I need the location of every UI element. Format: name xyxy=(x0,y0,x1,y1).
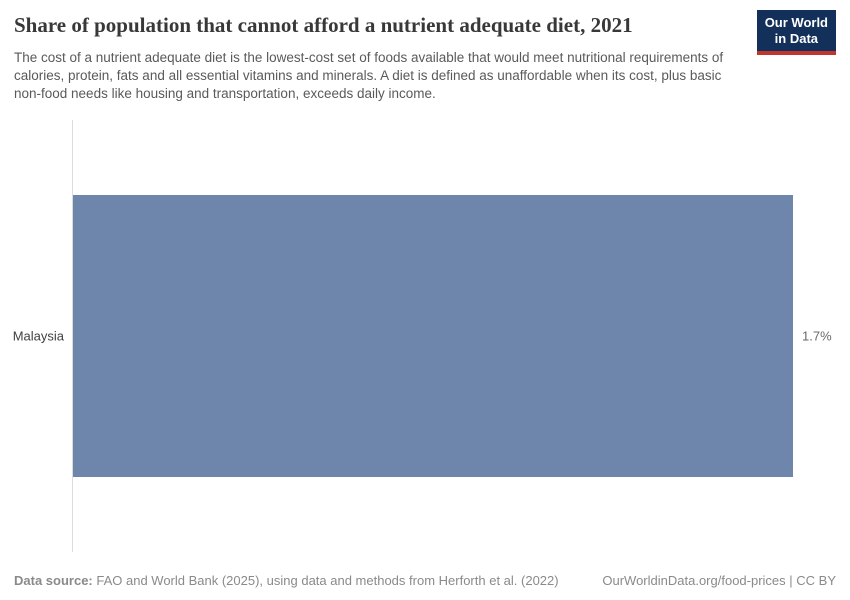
chart-title: Share of population that cannot afford a… xyxy=(14,13,633,37)
value-label: 1.7% xyxy=(802,328,832,344)
bar-malaysia[interactable] xyxy=(73,195,793,477)
owid-logo-line1: Our World xyxy=(764,15,828,30)
owid-logo[interactable]: Our World in Data xyxy=(756,10,836,55)
y-axis-line xyxy=(72,120,73,552)
data-source-text: FAO and World Bank (2025), using data an… xyxy=(92,573,559,588)
data-source-label: Data source: xyxy=(14,573,93,588)
bar-chart: Malaysia 1.7% xyxy=(0,120,850,552)
footer-link[interactable]: OurWorldinData.org/food-prices | CC BY xyxy=(602,573,836,588)
owid-logo-line2: in Data xyxy=(774,31,819,46)
bar-row: Malaysia 1.7% xyxy=(0,195,850,477)
data-source: Data source: FAO and World Bank (2025), … xyxy=(14,573,559,588)
chart-subtitle: The cost of a nutrient adequate diet is … xyxy=(14,50,724,101)
chart-footer: Data source: FAO and World Bank (2025), … xyxy=(14,573,836,588)
entity-label: Malaysia xyxy=(12,328,64,344)
